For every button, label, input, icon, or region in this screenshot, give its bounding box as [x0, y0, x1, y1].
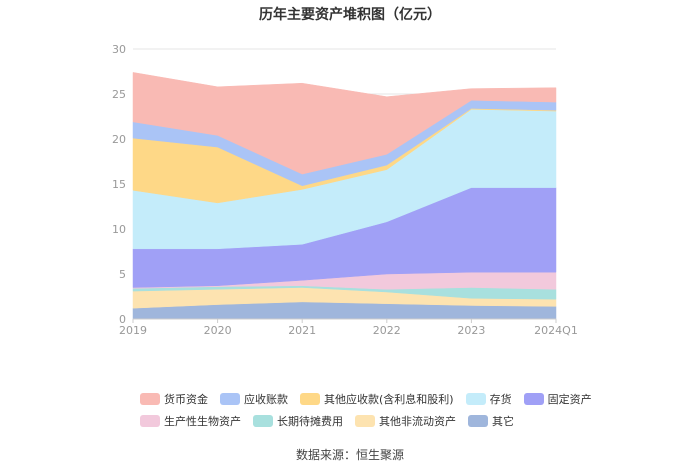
- y-tick-label: 0: [119, 313, 126, 326]
- legend-swatch: [355, 415, 375, 427]
- legend-item[interactable]: 固定资产: [523, 391, 592, 407]
- legend-swatch: [140, 415, 160, 427]
- x-tick-label: 2019: [119, 324, 147, 337]
- legend-item[interactable]: 长期待摊费用: [253, 413, 343, 429]
- y-tick-label: 5: [119, 268, 126, 281]
- x-tick-label: 2021: [288, 324, 316, 337]
- legend-swatch: [465, 393, 486, 405]
- legend-item[interactable]: 其他应收款(含利息和股利): [300, 391, 454, 407]
- legend-swatch: [140, 393, 160, 405]
- legend-row-2: 生产性生物资产 长期待摊费用 其他非流动资产 其它: [140, 410, 590, 432]
- legend-label: 其他应收款(含利息和股利): [324, 393, 454, 406]
- legend-item[interactable]: 其他非流动资产: [355, 413, 456, 429]
- legend-swatch: [300, 393, 320, 405]
- legend-item[interactable]: 货币资金: [140, 391, 208, 407]
- legend-label: 其它: [492, 415, 514, 428]
- y-tick-label: 30: [112, 43, 126, 56]
- legend-item[interactable]: 存货: [465, 391, 512, 407]
- axis-layer: 0 5 10 15 20 25 30 2019 2020 2021 2022 2023 2024Q1: [112, 43, 578, 337]
- y-tick-label: 20: [112, 133, 126, 146]
- legend-swatch: [220, 393, 240, 405]
- legend-label: 存货: [489, 393, 512, 406]
- legend-item[interactable]: 其它: [468, 413, 514, 429]
- area-layer: [132, 72, 557, 320]
- legend: 货币资金 应收账款 其他应收款(含利息和股利) 存货 固定资产 生产性生物资产 长期待摊费…: [140, 388, 592, 432]
- legend-item[interactable]: 应收账款: [220, 391, 288, 407]
- chart-title: 历年主要资产堆积图（亿元）: [259, 7, 441, 23]
- x-tick-label: 2024Q1: [534, 324, 578, 337]
- y-tick-label: 10: [112, 223, 126, 236]
- legend-label: 固定资产: [547, 393, 592, 406]
- legend-swatch: [253, 415, 273, 427]
- legend-label: 应收账款: [244, 393, 288, 406]
- legend-label: 长期待摊费用: [277, 415, 343, 428]
- legend-swatch: [468, 415, 488, 427]
- legend-label: 生产性生物资产: [164, 415, 241, 428]
- x-tick-label: 2020: [204, 324, 232, 337]
- legend-row-1: 货币资金 应收账款 其他应收款(含利息和股利) 存货 固定资产: [140, 388, 592, 410]
- legend-label: 货币资金: [164, 393, 208, 406]
- y-tick-label: 25: [112, 88, 126, 101]
- legend-item[interactable]: 生产性生物资产: [140, 413, 241, 429]
- legend-label: 其他非流动资产: [379, 415, 456, 428]
- x-tick-label: 2023: [457, 324, 485, 337]
- area-series-8[interactable]: [132, 72, 557, 175]
- legend-swatch: [523, 393, 544, 405]
- y-tick-label: 15: [112, 178, 126, 191]
- x-tick-label: 2022: [373, 324, 401, 337]
- data-source: 数据来源：恒生聚源: [295, 448, 404, 462]
